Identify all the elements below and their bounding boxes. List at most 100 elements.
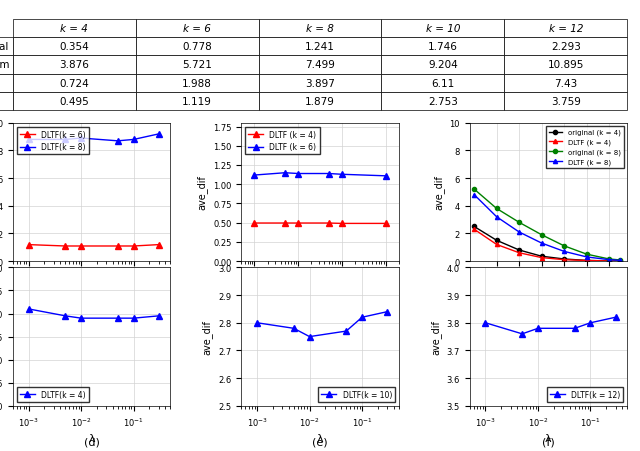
DLTF(k = 12) [518, 331, 526, 337]
X-axis label: θ: θ [317, 289, 323, 299]
DLTF(k = 6) [61, 244, 69, 249]
original (k = 8) [538, 233, 545, 238]
Line: DLTF(k = 8): DLTF(k = 8) [26, 132, 161, 144]
Line: DLTF (k = 4): DLTF (k = 4) [472, 228, 623, 263]
DLTF(k = 12) [571, 326, 579, 331]
DLTF (k = 4) [470, 227, 478, 232]
DLTF (k = 4) [561, 258, 568, 263]
DLTF (k = 4) [515, 250, 523, 256]
DLTF(k = 8) [130, 138, 138, 143]
DLTF(k = 10) [290, 326, 298, 331]
DLTF(k = 12) [612, 315, 620, 320]
DLTF(k = 12) [534, 326, 542, 331]
Line: DLTF (k = 4): DLTF (k = 4) [252, 221, 388, 227]
X-axis label: λ: λ [88, 289, 95, 299]
Text: (b): (b) [312, 292, 328, 302]
DLTF (k = 6) [250, 173, 258, 178]
original (k = 4) [515, 248, 523, 253]
DLTF (k = 4) [605, 259, 613, 264]
DLTF (k = 4) [382, 221, 390, 226]
DLTF (k = 6) [294, 171, 302, 177]
DLTF (k = 8) [561, 249, 568, 254]
original (k = 8) [605, 257, 613, 262]
DLTF(k = 4) [61, 313, 69, 319]
DLTF (k = 4) [294, 221, 302, 226]
DLTF(k = 8) [77, 136, 85, 142]
X-axis label: λ: λ [545, 433, 552, 443]
Y-axis label: ave_dif: ave_dif [433, 175, 444, 210]
original (k = 4) [561, 257, 568, 262]
DLTF (k = 8) [538, 241, 545, 246]
DLTF(k = 4) [114, 316, 122, 321]
Legend: DLTF(k = 6), DLTF(k = 8): DLTF(k = 6), DLTF(k = 8) [17, 127, 89, 155]
original (k = 8) [616, 258, 624, 263]
DLTF(k = 8) [114, 139, 122, 144]
Line: DLTF(k = 4): DLTF(k = 4) [26, 307, 161, 321]
DLTF(k = 12) [587, 320, 595, 326]
original (k = 4) [493, 238, 500, 244]
DLTF(k = 10) [253, 320, 261, 326]
DLTF (k = 4) [538, 255, 545, 261]
DLTF(k = 12) [482, 320, 490, 326]
DLTF(k = 10) [383, 309, 391, 315]
DLTF (k = 4) [493, 242, 500, 248]
DLTF (k = 8) [583, 255, 591, 260]
DLTF (k = 6) [325, 171, 333, 177]
original (k = 8) [515, 220, 523, 226]
Legend: DLTF(k = 10): DLTF(k = 10) [318, 387, 395, 402]
Legend: DLTF(k = 4): DLTF(k = 4) [17, 387, 89, 402]
DLTF (k = 4) [281, 221, 289, 226]
DLTF(k = 10) [342, 329, 350, 334]
DLTF(k = 8) [61, 138, 69, 143]
DLTF(k = 10) [306, 334, 314, 340]
DLTF (k = 4) [616, 259, 624, 264]
DLTF (k = 8) [493, 215, 500, 220]
DLTF(k = 4) [25, 307, 33, 312]
original (k = 8) [470, 187, 478, 193]
original (k = 4) [605, 259, 613, 264]
original (k = 8) [583, 252, 591, 258]
Line: DLTF (k = 8): DLTF (k = 8) [472, 193, 623, 263]
DLTF(k = 6) [77, 244, 85, 249]
DLTF(k = 8) [155, 132, 163, 137]
original (k = 4) [583, 258, 591, 263]
original (k = 4) [538, 254, 545, 259]
DLTF(k = 4) [130, 316, 138, 321]
Text: (a): (a) [84, 292, 99, 302]
DLTF(k = 6) [25, 242, 33, 248]
DLTF (k = 6) [281, 170, 289, 176]
X-axis label: λ: λ [88, 433, 95, 443]
Y-axis label: ave_dif: ave_dif [202, 319, 212, 354]
original (k = 4) [470, 224, 478, 230]
DLTF (k = 6) [338, 172, 346, 178]
DLTF(k = 6) [130, 244, 138, 249]
DLTF(k = 6) [155, 242, 163, 248]
Text: (f): (f) [542, 437, 555, 446]
original (k = 4) [616, 259, 624, 264]
DLTF(k = 6) [114, 244, 122, 249]
X-axis label: N: N [544, 286, 552, 296]
Line: original (k = 8): original (k = 8) [472, 188, 623, 262]
DLTF (k = 8) [515, 230, 523, 235]
DLTF (k = 6) [382, 174, 390, 179]
Y-axis label: ave_dif: ave_dif [196, 175, 207, 210]
Line: DLTF(k = 6): DLTF(k = 6) [26, 242, 161, 249]
DLTF (k = 8) [616, 258, 624, 263]
DLTF(k = 10) [358, 315, 366, 320]
Legend: DLTF (k = 4), DLTF (k = 6): DLTF (k = 4), DLTF (k = 6) [245, 127, 319, 155]
DLTF (k = 8) [605, 258, 613, 263]
Text: (d): (d) [84, 437, 99, 446]
DLTF(k = 4) [155, 313, 163, 319]
Legend: DLTF(k = 12): DLTF(k = 12) [547, 387, 623, 402]
Line: DLTF(k = 10): DLTF(k = 10) [254, 309, 390, 340]
X-axis label: λ: λ [317, 433, 323, 443]
DLTF (k = 4) [338, 221, 346, 226]
Line: original (k = 4): original (k = 4) [472, 225, 623, 263]
Text: (e): (e) [312, 437, 328, 446]
original (k = 8) [561, 244, 568, 249]
Line: DLTF(k = 12): DLTF(k = 12) [483, 315, 618, 337]
Y-axis label: ave_dif: ave_dif [430, 319, 441, 354]
DLTF(k = 4) [77, 316, 85, 321]
Text: (c): (c) [541, 292, 556, 302]
original (k = 8) [493, 206, 500, 212]
